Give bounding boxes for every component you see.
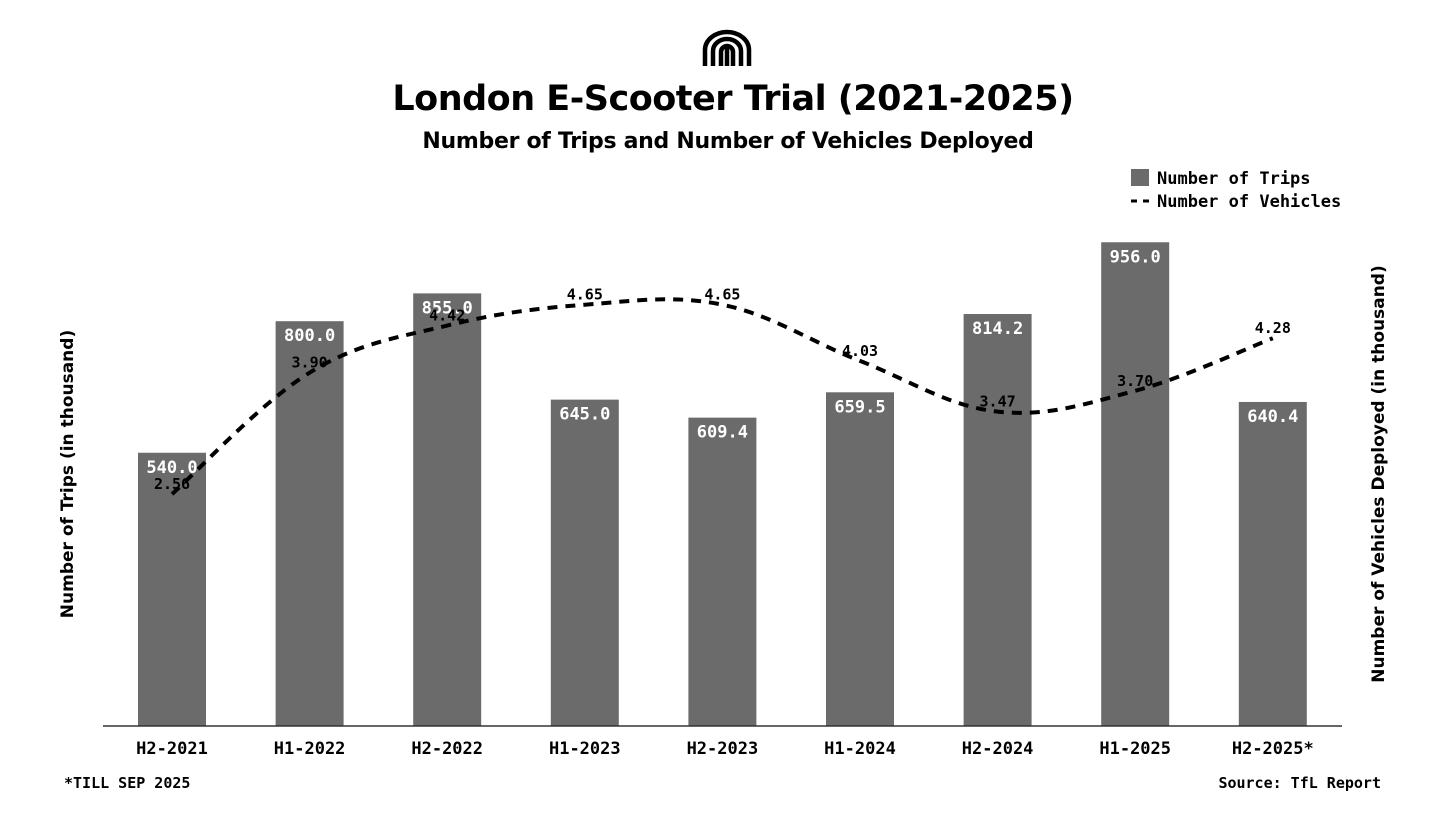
footnote: *TILL SEP 2025	[64, 774, 190, 792]
chart-subtitle: Number of Trips and Number of Vehicles D…	[422, 129, 1033, 154]
trips-value-label: 609.4	[697, 423, 748, 443]
trips-bar	[1238, 401, 1307, 726]
x-tick-label: H1-2023	[549, 739, 621, 759]
vehicles-value-label: 2.56	[154, 475, 190, 493]
trips-bar	[963, 314, 1032, 726]
trips-value-label: 540.0	[146, 458, 197, 478]
x-tick-label: H1-2025	[1099, 739, 1171, 759]
trips-bar	[826, 392, 894, 726]
trips-value-label: 814.2	[972, 319, 1023, 339]
trips-bar	[1101, 242, 1170, 726]
arch-logo-icon	[702, 29, 752, 66]
trips-bar	[550, 399, 619, 726]
y-axis-title: Number of Trips (in thousand)	[58, 330, 78, 618]
trips-bar	[138, 452, 206, 726]
trips-bar	[688, 417, 757, 726]
vehicles-value-label: 3.70	[1117, 372, 1153, 390]
vehicles-value-label: 3.47	[980, 393, 1016, 411]
x-tick-label: H1-2024	[824, 739, 896, 759]
trips-value-label: 855.0	[422, 298, 473, 318]
source-note: Source: TfL Report	[1218, 774, 1381, 792]
x-tick-label: H2-2021	[136, 739, 208, 759]
x-tick-label: H2-2024	[962, 739, 1034, 759]
vehicles-value-label: 4.65	[567, 286, 603, 304]
x-tick-label: H2-2022	[411, 739, 483, 759]
vehicles-value-label: 3.90	[292, 354, 328, 372]
trips-value-label: 640.4	[1247, 407, 1298, 427]
x-tick-label: H2-2025*	[1232, 739, 1314, 759]
x-tick-labels: H2-2021 H1-2022 H2-2022 H1-2023 H2-2023 H1-20…	[136, 739, 1314, 759]
legend-trips-label: Number of Trips	[1157, 169, 1311, 189]
x-tick-label: H2-2023	[687, 739, 759, 759]
trips-bar	[413, 293, 482, 726]
legend-vehicles-label: Number of Vehicles	[1157, 192, 1341, 212]
trips-value-label: 800.0	[284, 326, 335, 346]
legend-trips-swatch	[1131, 169, 1149, 186]
x-tick-label: H1-2022	[274, 739, 346, 759]
trips-value-label: 645.0	[559, 405, 610, 425]
trips-value-label: 659.5	[834, 397, 885, 417]
vehicles-value-label: 4.42	[429, 307, 465, 325]
vehicles-series-line	[170, 297, 1274, 496]
labels-layer: 540.0 800.0 855.0 645.0 609.4 659.5 814.2 956.0…	[146, 247, 1298, 493]
line-layer	[170, 297, 1274, 496]
vehicles-value-label: 4.65	[704, 286, 740, 304]
y2-axis-title: Number of Vehicles Deployed (in thousand…	[1369, 265, 1389, 682]
trips-value-label: 956.0	[1110, 247, 1161, 267]
vehicles-value-label: 4.03	[842, 342, 878, 360]
trips-bar	[275, 321, 344, 726]
vehicles-value-label: 4.28	[1255, 319, 1291, 337]
legend: Number of Trips Number of Vehicles	[1131, 169, 1341, 212]
bars-layer	[138, 242, 1307, 726]
chart-title: London E-Scooter Trial (2021-2025)	[392, 79, 1073, 119]
